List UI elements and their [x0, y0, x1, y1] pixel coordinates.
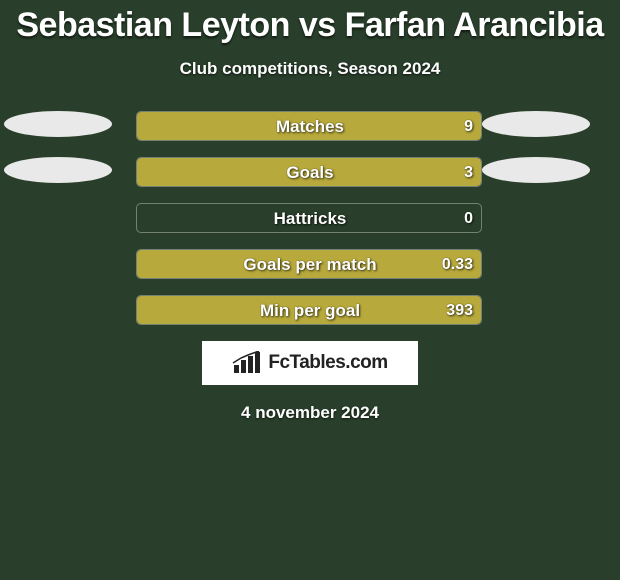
bar-fill [137, 158, 481, 186]
stat-row: Goals 3 [0, 157, 620, 187]
player-left-ellipse [4, 157, 112, 183]
stat-row: Goals per match 0.33 [0, 249, 620, 279]
bar-track: Goals per match 0.33 [136, 249, 482, 279]
bar-chart-icon [232, 351, 262, 375]
stat-row: Matches 9 [0, 111, 620, 141]
player-right-ellipse [482, 157, 590, 183]
brand-text: FcTables.com [268, 352, 387, 374]
bar-track: Min per goal 393 [136, 295, 482, 325]
bar-track: Goals 3 [136, 157, 482, 187]
brand-box: FcTables.com [202, 341, 418, 385]
bar-label: Hattricks [137, 204, 482, 233]
bar-track: Matches 9 [136, 111, 482, 141]
player-right-ellipse [482, 111, 590, 137]
player-left-ellipse [4, 111, 112, 137]
stat-row: Hattricks 0 [0, 203, 620, 233]
bar-track: Hattricks 0 [136, 203, 482, 233]
bar-value: 0 [464, 204, 473, 233]
stats-table: Matches 9 Goals 3 Hattricks 0 [0, 111, 620, 325]
stat-row: Min per goal 393 [0, 295, 620, 325]
bar-fill [137, 250, 481, 278]
page-title: Sebastian Leyton vs Farfan Arancibia [0, 0, 620, 45]
content-root: Sebastian Leyton vs Farfan Arancibia Clu… [0, 0, 620, 423]
page-subtitle: Club competitions, Season 2024 [0, 59, 620, 79]
bar-fill [137, 112, 481, 140]
bar-fill [137, 296, 481, 324]
footer-date: 4 november 2024 [0, 403, 620, 423]
